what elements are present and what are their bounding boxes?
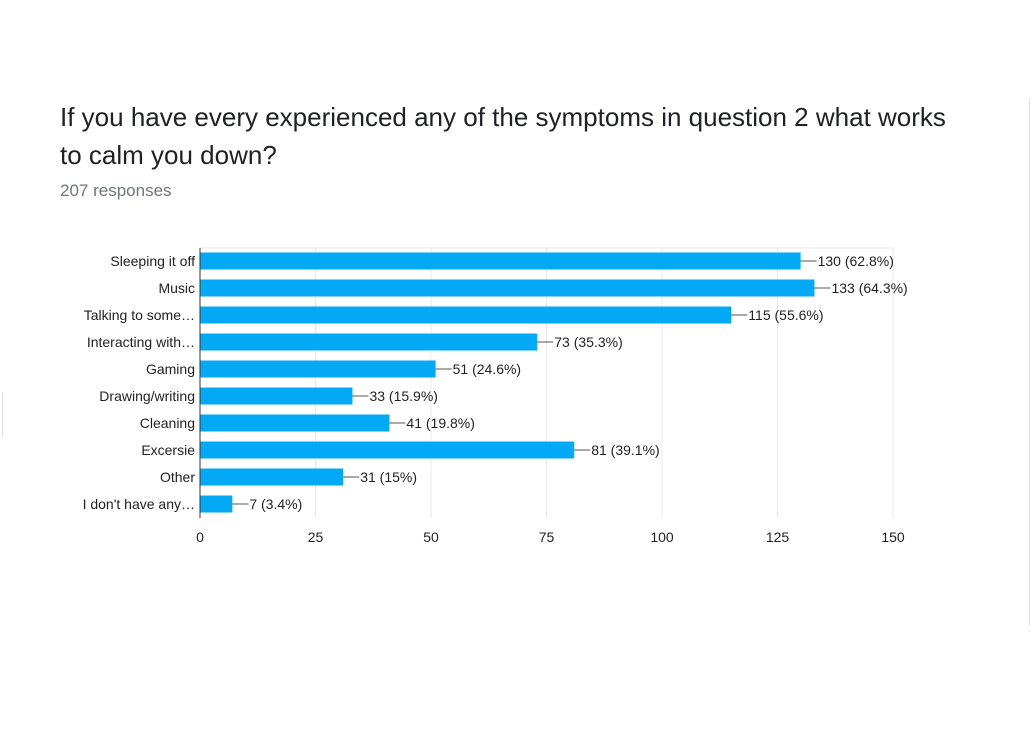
category-label: Music (158, 280, 195, 296)
data-label: 73 (35.3%) (554, 334, 622, 350)
bar (200, 333, 538, 351)
bar (200, 468, 344, 486)
category-label: Sleeping it off (110, 253, 195, 269)
left-edge-line (2, 392, 3, 437)
bar (200, 279, 815, 297)
data-label: 7 (3.4%) (249, 496, 302, 512)
x-tick-label: 75 (539, 529, 555, 545)
bar (200, 387, 353, 405)
bar (200, 414, 390, 432)
data-label: 115 (55.6%) (748, 307, 823, 323)
category-label: Talking to some… (84, 307, 195, 323)
bar (200, 306, 732, 324)
x-tick-label: 125 (766, 529, 790, 545)
right-edge-line (1029, 98, 1030, 626)
category-label: Excersie (141, 442, 195, 458)
x-tick-label: 25 (308, 529, 324, 545)
data-label: 133 (64.3%) (831, 280, 907, 296)
category-label: Interacting with… (87, 334, 195, 350)
x-tick-label: 150 (881, 529, 905, 545)
response-count: 207 responses (60, 181, 172, 200)
data-label: 51 (24.6%) (453, 361, 521, 377)
bar (200, 252, 801, 270)
category-label: Drawing/writing (99, 388, 195, 404)
bar (200, 360, 436, 378)
x-tick-label: 50 (423, 529, 439, 545)
data-label: 130 (62.8%) (818, 253, 894, 269)
data-label: 33 (15.9%) (369, 388, 437, 404)
data-label: 41 (19.8%) (406, 415, 474, 431)
category-label: Other (160, 469, 195, 485)
question-title: If you have every experienced any of the… (60, 102, 946, 170)
bar (200, 441, 575, 459)
bar (200, 495, 233, 513)
category-label: Cleaning (140, 415, 195, 431)
category-label: Gaming (146, 361, 195, 377)
x-tick-label: 100 (650, 529, 674, 545)
data-label: 81 (39.1%) (591, 442, 659, 458)
category-label: I don't have any… (83, 496, 195, 512)
x-tick-label: 0 (196, 529, 204, 545)
data-label: 31 (15%) (360, 469, 417, 485)
